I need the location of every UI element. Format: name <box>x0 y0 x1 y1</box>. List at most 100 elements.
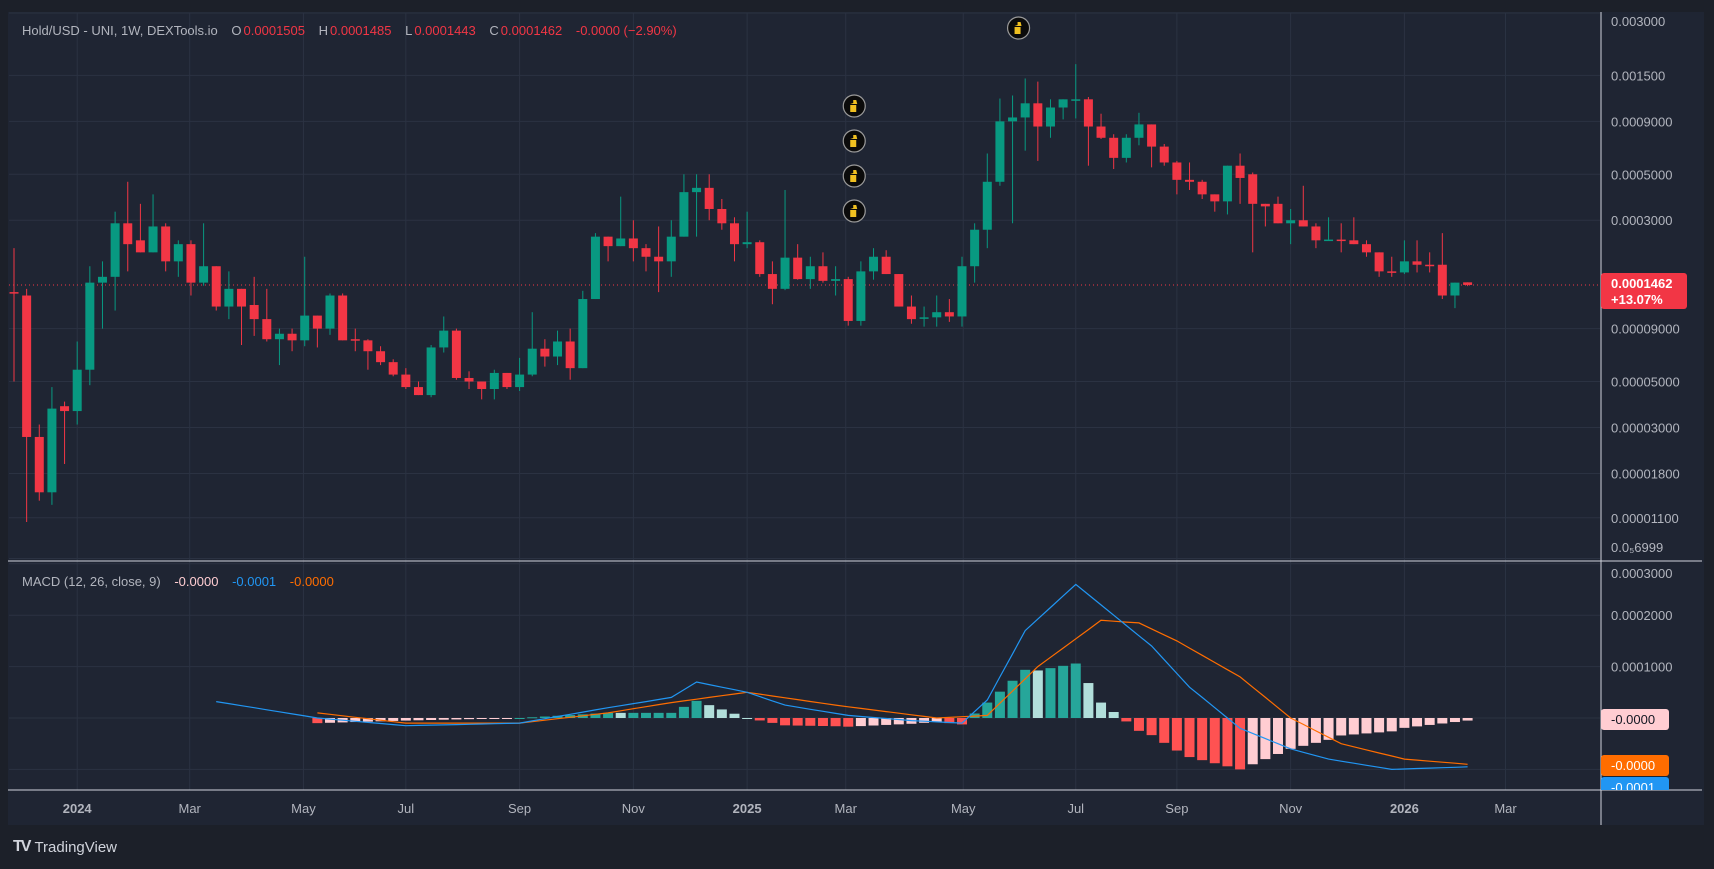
macd-histogram-bar[interactable] <box>1273 718 1283 754</box>
macd-histogram-bar[interactable] <box>1222 718 1233 767</box>
macd-histogram-bar[interactable] <box>1298 718 1309 746</box>
macd-histogram-bar[interactable] <box>539 716 550 718</box>
macd-histogram-bar[interactable] <box>957 718 967 725</box>
macd-histogram-bar[interactable] <box>1032 670 1043 718</box>
macd-histogram-bar[interactable] <box>413 718 424 721</box>
candle[interactable] <box>350 328 360 352</box>
candle[interactable] <box>553 330 563 366</box>
candle[interactable] <box>1437 233 1447 300</box>
macd-histogram-bar[interactable] <box>780 718 791 726</box>
candle[interactable] <box>780 189 790 291</box>
candle[interactable] <box>527 312 537 377</box>
macd-histogram-bar[interactable] <box>855 718 866 727</box>
macd-histogram-bar[interactable] <box>438 718 449 720</box>
candle[interactable] <box>641 244 651 272</box>
candle[interactable] <box>805 256 815 289</box>
event-coin-icon[interactable] <box>842 94 866 118</box>
candle[interactable] <box>161 223 171 272</box>
macd-histogram-bar[interactable] <box>1020 669 1031 718</box>
candle[interactable] <box>376 346 386 366</box>
macd-histogram-bar[interactable] <box>1197 718 1208 761</box>
event-coin-icon[interactable] <box>842 129 866 153</box>
candle[interactable] <box>1134 112 1144 146</box>
tradingview-logo[interactable]: TV TradingView <box>13 838 117 856</box>
price-pane[interactable] <box>9 16 1600 522</box>
macd-histogram-bar[interactable] <box>931 718 942 722</box>
candle[interactable] <box>1109 134 1119 170</box>
macd-histogram-bar[interactable] <box>565 715 576 718</box>
macd-histogram-bar[interactable] <box>1247 718 1258 765</box>
candle[interactable] <box>426 345 436 398</box>
candle[interactable] <box>982 153 992 249</box>
candle[interactable] <box>1399 240 1409 275</box>
candle[interactable] <box>970 223 980 283</box>
candle[interactable] <box>1235 153 1245 204</box>
macd-histogram-bar[interactable] <box>678 706 689 718</box>
candle[interactable] <box>274 328 284 366</box>
macd-histogram-bar[interactable] <box>792 718 803 726</box>
candle[interactable] <box>388 359 398 377</box>
candle[interactable] <box>85 266 95 386</box>
candle[interactable] <box>1349 217 1359 245</box>
macd-histogram-bar[interactable] <box>476 718 487 719</box>
candle[interactable] <box>47 387 57 505</box>
candle[interactable] <box>237 288 247 346</box>
candle[interactable] <box>413 381 423 396</box>
candle[interactable] <box>603 236 613 262</box>
candle[interactable] <box>9 248 19 382</box>
macd-histogram-bar[interactable] <box>1146 718 1157 736</box>
candle[interactable] <box>616 196 626 247</box>
candle[interactable] <box>995 98 1005 186</box>
candle[interactable] <box>565 328 575 380</box>
macd-histogram-bar[interactable] <box>590 713 601 718</box>
candle[interactable] <box>72 341 82 425</box>
macd-histogram-bar[interactable] <box>1374 718 1385 733</box>
macd-histogram-bar[interactable] <box>1399 718 1410 728</box>
macd-histogram-bar[interactable] <box>514 718 525 719</box>
candle[interactable] <box>1324 217 1334 242</box>
macd-histogram-bar[interactable] <box>603 712 614 718</box>
candle[interactable] <box>464 371 474 390</box>
candle[interactable] <box>186 240 196 296</box>
candle[interactable] <box>1197 179 1207 199</box>
macd-histogram-bar[interactable] <box>1412 718 1423 727</box>
macd-histogram-bar[interactable] <box>350 718 361 723</box>
macd-histogram-bar[interactable] <box>464 718 475 720</box>
macd-histogram-bar[interactable] <box>805 718 816 726</box>
macd-pane[interactable] <box>216 583 1473 771</box>
candle[interactable] <box>1298 185 1308 227</box>
candle[interactable] <box>401 368 411 390</box>
macd-histogram-bar[interactable] <box>489 718 500 719</box>
candle[interactable] <box>312 315 322 348</box>
candle[interactable] <box>211 266 221 311</box>
candle[interactable] <box>1159 143 1169 166</box>
macd-histogram-bar[interactable] <box>1348 718 1359 735</box>
macd-histogram-bar[interactable] <box>451 718 462 720</box>
candle[interactable] <box>1020 78 1030 151</box>
macd-histogram-bar[interactable] <box>919 718 930 723</box>
macd-histogram-bar[interactable] <box>641 712 651 718</box>
candle[interactable] <box>477 381 487 400</box>
macd-histogram-bar[interactable] <box>767 718 778 723</box>
macd-histogram-bar[interactable] <box>325 718 335 723</box>
candle[interactable] <box>135 203 145 253</box>
candle[interactable] <box>439 316 449 353</box>
candle[interactable] <box>1008 95 1018 224</box>
candle[interactable] <box>224 271 234 320</box>
macd-histogram-bar[interactable] <box>1209 718 1220 764</box>
macd-histogram-bar[interactable] <box>362 718 373 722</box>
macd-histogram-bar[interactable] <box>1159 718 1170 743</box>
macd-histogram-bar[interactable] <box>1096 702 1107 718</box>
macd-histogram-bar[interactable] <box>893 718 904 725</box>
candle[interactable] <box>1210 194 1220 212</box>
macd-histogram-bar[interactable] <box>666 712 677 718</box>
candle[interactable] <box>363 339 373 370</box>
event-coin-icon[interactable] <box>842 164 866 188</box>
candle[interactable] <box>704 174 714 221</box>
candle[interactable] <box>1463 282 1473 287</box>
candle[interactable] <box>1033 81 1043 161</box>
candle[interactable] <box>123 181 133 272</box>
candle[interactable] <box>628 220 638 262</box>
candle[interactable] <box>287 328 297 352</box>
